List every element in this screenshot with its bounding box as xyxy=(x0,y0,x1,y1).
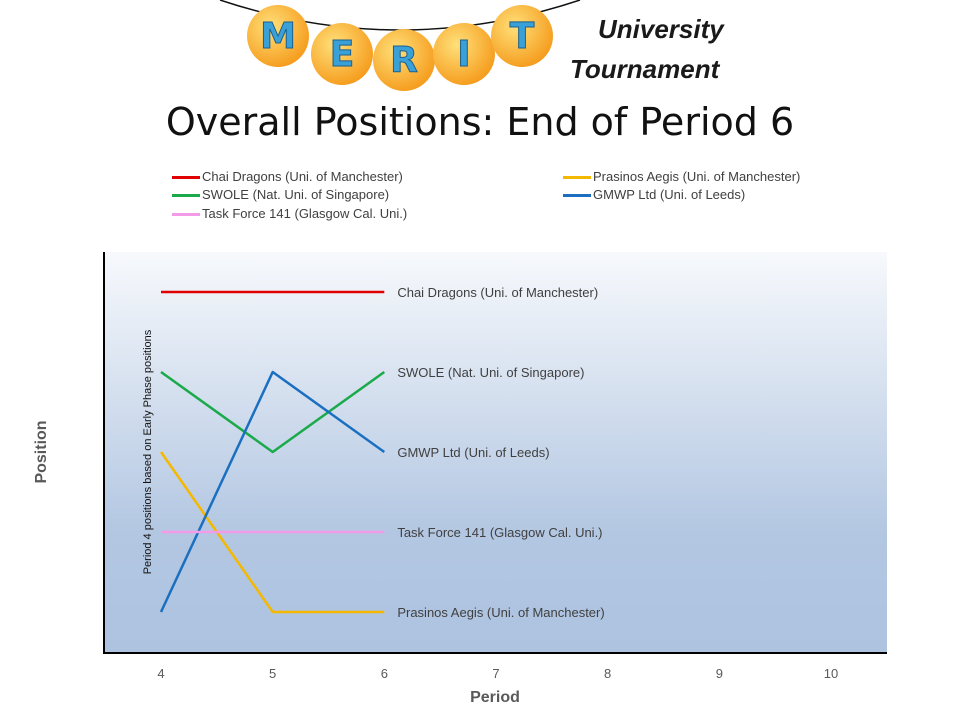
logo-ball xyxy=(373,29,435,91)
legend-label: GMWP Ltd (Uni. of Leeds) xyxy=(593,187,746,202)
legend-swatch xyxy=(172,213,200,217)
series-end-label: SWOLE (Nat. Uni. of Singapore) xyxy=(397,365,584,380)
tagline-tournament: Tournament xyxy=(570,54,720,84)
series-line xyxy=(159,451,385,614)
legend-swatch xyxy=(172,194,200,198)
logo-letter: M xyxy=(260,16,296,57)
legend-label: Chai Dragons (Uni. of Manchester) xyxy=(202,169,403,184)
legend-swatch xyxy=(563,194,591,198)
legend-item: Chai Dragons (Uni. of Manchester) xyxy=(172,169,403,184)
logo-letter: E xyxy=(330,34,355,75)
y-axis-label: Position xyxy=(33,420,50,483)
series-end-label: Task Force 141 (Glasgow Cal. Uni.) xyxy=(397,525,602,540)
legend-item: Prasinos Aegis (Uni. of Manchester) xyxy=(563,169,800,184)
x-tick-label: 7 xyxy=(492,666,499,681)
logo-ball xyxy=(491,5,553,67)
x-tick-label: 6 xyxy=(381,666,388,681)
logo-letter: T xyxy=(510,16,535,57)
x-tick-label: 9 xyxy=(716,666,723,681)
series-line xyxy=(160,370,386,454)
legend-swatch xyxy=(563,176,591,180)
legend-item: Task Force 141 (Glasgow Cal. Uni.) xyxy=(172,206,407,221)
legend-item: SWOLE (Nat. Uni. of Singapore) xyxy=(172,187,389,202)
x-tick-label: 8 xyxy=(604,666,611,681)
tagline-university: University xyxy=(598,14,724,44)
chart-title: Overall Positions: End of Period 6 xyxy=(165,100,795,144)
legend-item: GMWP Ltd (Uni. of Leeds) xyxy=(563,187,745,202)
series-end-label: Chai Dragons (Uni. of Manchester) xyxy=(397,285,598,300)
legend-label: Task Force 141 (Glasgow Cal. Uni.) xyxy=(202,206,408,221)
logo-ball xyxy=(433,23,495,85)
series-end-label: Prasinos Aegis (Uni. of Manchester) xyxy=(397,605,604,620)
legend-swatch xyxy=(172,176,200,180)
x-axis-label: Period xyxy=(470,689,520,706)
period4-annotation: Period 4 positions based on Early Phase … xyxy=(142,329,154,574)
logo-ball xyxy=(247,5,309,67)
x-tick-label: 5 xyxy=(269,666,276,681)
series-end-label: GMWP Ltd (Uni. of Leeds) xyxy=(397,445,549,460)
logo-letter: I xyxy=(457,34,470,75)
logo-ball xyxy=(311,23,373,85)
legend-label: SWOLE (Nat. Uni. of Singapore) xyxy=(202,187,390,202)
x-tick-label: 10 xyxy=(824,666,838,681)
legend-label: Prasinos Aegis (Uni. of Manchester) xyxy=(593,169,801,184)
logo-letter: R xyxy=(390,40,418,81)
x-tick-label: 4 xyxy=(157,666,164,681)
